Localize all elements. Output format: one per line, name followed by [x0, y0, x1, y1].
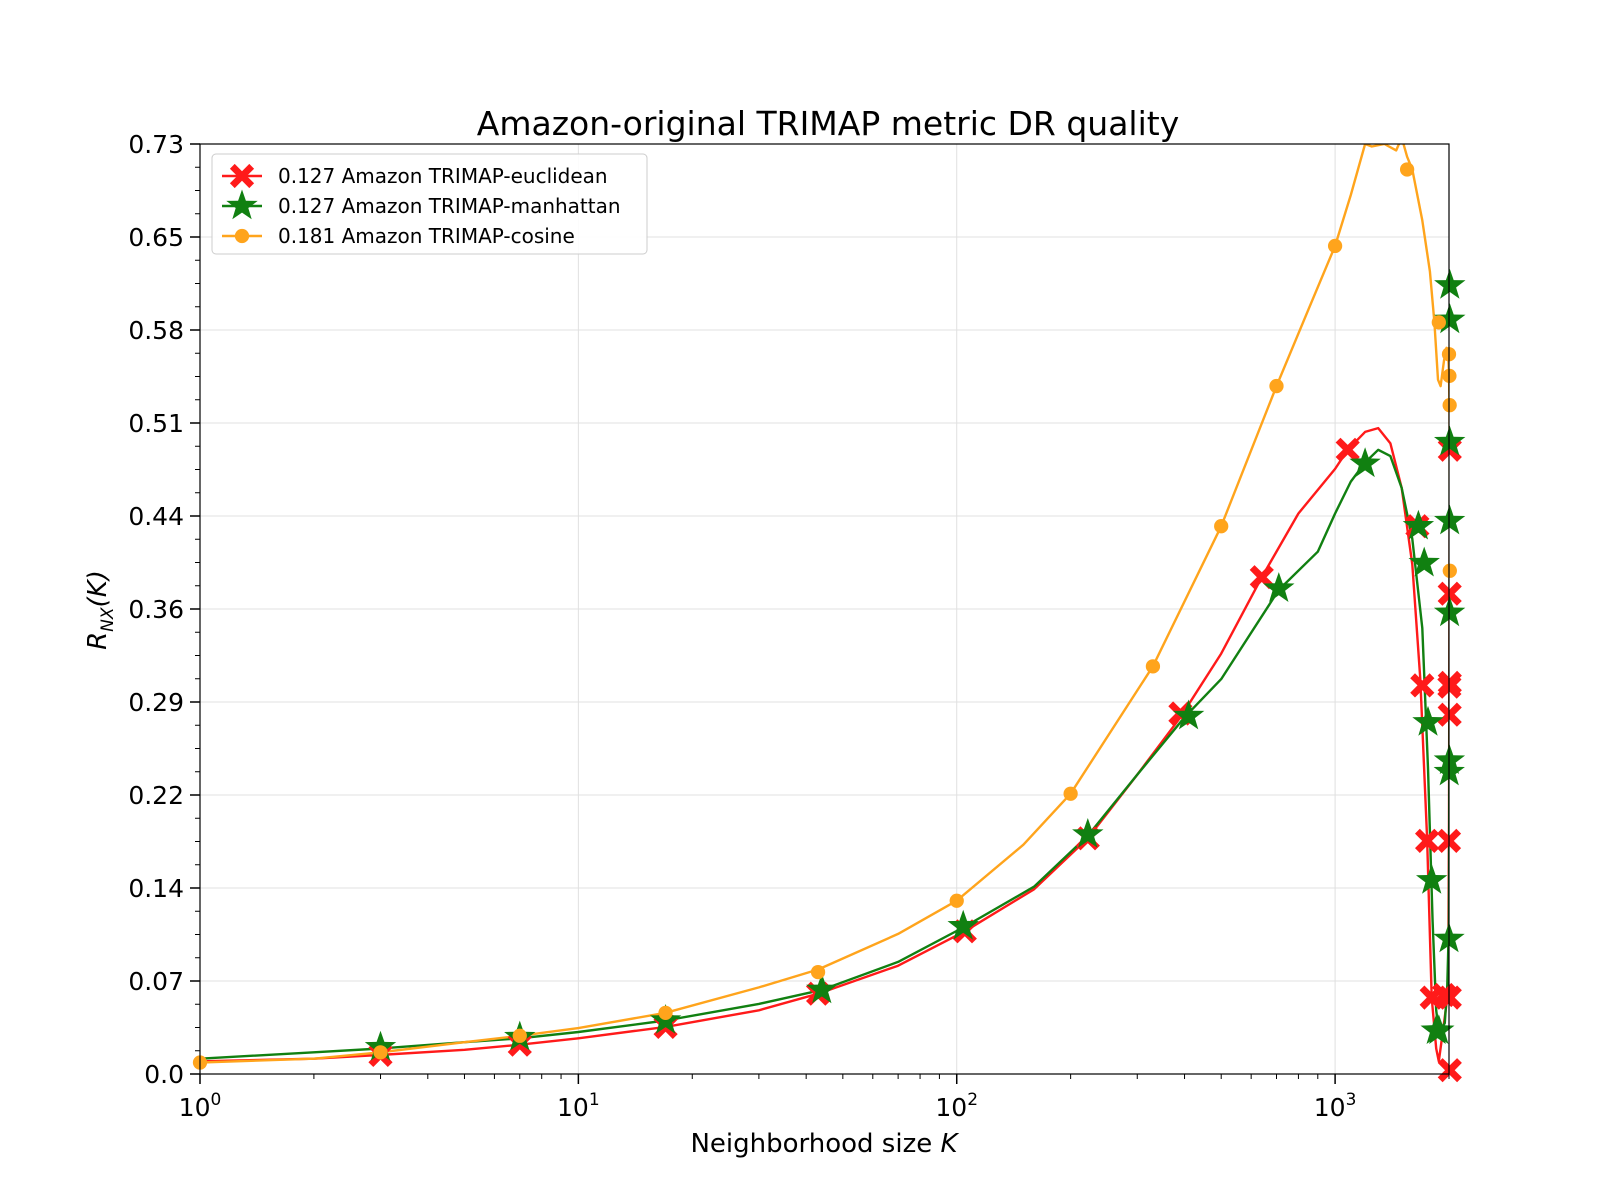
y-tick-label: 0.29 — [128, 688, 184, 717]
data-point-2 — [1145, 659, 1161, 674]
data-point-0 — [1415, 828, 1440, 853]
legend-box — [211, 153, 648, 255]
y-axis-label-arg: (K) — [83, 570, 113, 607]
data-point-0 — [1335, 437, 1360, 462]
x-tick-label: 100 — [179, 1090, 222, 1122]
legend: 0.127 Amazon TRIMAP-euclidean 0.127 Amazo… — [211, 153, 648, 255]
data-point-1 — [1423, 1014, 1455, 1044]
legend-marker — [234, 228, 250, 244]
y-axis-label: RNX(K) — [83, 570, 118, 650]
data-point-0 — [1437, 670, 1462, 695]
legend-label: 0.127 Amazon TRIMAP-manhattan — [278, 194, 621, 218]
data-point-1 — [1434, 268, 1466, 299]
legend-marker — [229, 163, 255, 189]
y-tick-label: 0.65 — [128, 223, 184, 252]
chart-title: Amazon-original TRIMAP metric DR quality — [477, 104, 1179, 143]
y-tick-label: 0.58 — [128, 316, 184, 345]
x-tick-label: 101 — [557, 1090, 600, 1122]
x-axis: 100 101 102 103 — [179, 1074, 1450, 1122]
x-axis-label-var: K — [940, 1129, 959, 1159]
legend-marker — [226, 189, 258, 220]
data-point-2 — [658, 1005, 673, 1020]
data-point-1 — [1349, 447, 1381, 478]
data-point-2 — [1442, 398, 1457, 413]
data-point-0 — [1437, 985, 1462, 1010]
data-point-2 — [949, 893, 964, 908]
data-point-2 — [1269, 378, 1284, 394]
data-point-2 — [1214, 519, 1229, 534]
y-tick-label: 0.36 — [128, 595, 184, 624]
data-point-1 — [1408, 546, 1440, 577]
y-tick-label: 0.73 — [128, 130, 184, 159]
data-point-2 — [373, 1045, 388, 1060]
y-axis: 0.0 0.07 0.14 0.22 0.29 0.36 0.44 0.51 0.58 0.65 0… — [128, 130, 200, 1089]
data-point-1 — [1412, 705, 1444, 736]
y-tick-label: 0.0 — [144, 1060, 184, 1089]
x-tick-label: 103 — [1314, 1090, 1357, 1122]
y-axis-label-sub: NX — [98, 607, 118, 632]
data-point-2 — [512, 1028, 527, 1043]
data-point-1 — [1416, 863, 1448, 894]
data-point-1 — [806, 973, 838, 1004]
legend-label: 0.127 Amazon TRIMAP-euclidean — [278, 164, 608, 188]
data-point-1 — [1434, 303, 1466, 334]
data-point-0 — [1410, 673, 1435, 698]
legend-label: 0.181 Amazon TRIMAP-cosine — [278, 224, 575, 248]
data-point-1 — [1434, 504, 1466, 535]
data-point-2 — [1399, 162, 1415, 177]
y-axis-label-main: R — [83, 632, 113, 650]
markers-layer — [192, 162, 1466, 1083]
y-tick-label: 0.44 — [128, 502, 184, 531]
data-point-1 — [1402, 509, 1435, 540]
y-tick-label: 0.51 — [128, 409, 184, 438]
data-point-2 — [1431, 315, 1446, 330]
data-point-1 — [1263, 572, 1295, 602]
y-tick-label: 0.22 — [128, 781, 184, 810]
data-point-2 — [1063, 786, 1078, 801]
data-point-1 — [1434, 425, 1466, 456]
data-point-0 — [1437, 702, 1462, 727]
x-axis-label: Neighborhood size K — [690, 1129, 959, 1159]
data-point-1 — [1433, 596, 1466, 627]
data-point-1 — [947, 909, 979, 940]
data-point-1 — [1072, 818, 1104, 848]
y-tick-label: 0.07 — [128, 967, 184, 996]
y-tick-label: 0.14 — [128, 874, 184, 903]
data-point-2 — [1442, 563, 1457, 578]
x-axis-label-prefix: Neighborhood size — [690, 1129, 940, 1159]
data-point-2 — [1327, 238, 1343, 254]
data-point-0 — [1437, 1058, 1462, 1083]
data-point-0 — [1437, 581, 1462, 606]
data-point-1 — [1172, 699, 1205, 730]
data-point-2 — [810, 964, 826, 980]
data-point-0 — [1249, 565, 1274, 590]
x-tick-label: 102 — [935, 1090, 978, 1122]
